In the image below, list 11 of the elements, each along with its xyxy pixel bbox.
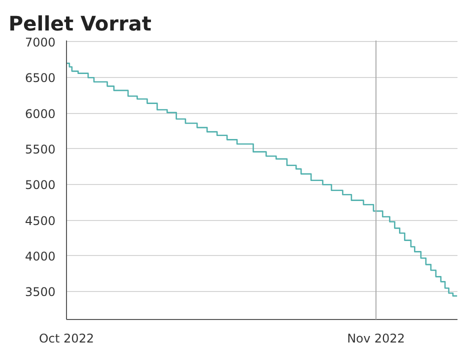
- y-tick-label: 5000: [24, 178, 56, 192]
- y-tick-label: 4500: [24, 214, 56, 228]
- chart-title: Pellet Vorrat: [8, 12, 152, 36]
- y-tick-label: 6000: [24, 106, 56, 121]
- y-tick-label: 5500: [24, 142, 56, 156]
- y-tick-label: 6500: [24, 71, 56, 86]
- y-tick-label: 4000: [24, 249, 56, 264]
- x-tick-label: Nov 2022: [347, 332, 405, 346]
- y-tick-label: 3500: [24, 285, 56, 300]
- y-tick-label: 7000: [24, 35, 56, 50]
- x-tick-label: Oct 2022: [38, 332, 94, 346]
